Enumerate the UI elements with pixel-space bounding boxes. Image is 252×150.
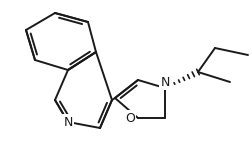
- Text: N: N: [160, 75, 169, 88]
- Text: N: N: [63, 116, 72, 129]
- Text: O: O: [124, 111, 134, 124]
